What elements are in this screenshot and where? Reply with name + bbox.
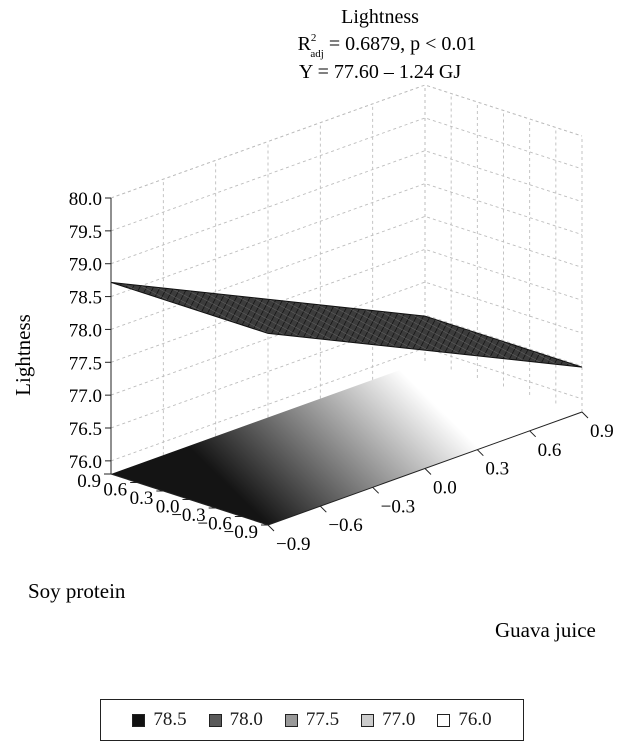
legend-swatch bbox=[437, 713, 451, 727]
x-tick-label: −0.9 bbox=[276, 534, 310, 555]
x-axis-label: Guava juice bbox=[495, 618, 596, 642]
legend-swatch bbox=[208, 713, 222, 727]
r2-symbol: R bbox=[298, 33, 312, 55]
x-tick-mark bbox=[476, 449, 484, 457]
y-tick-label: 0.6 bbox=[103, 480, 127, 501]
x-tick-mark bbox=[372, 486, 380, 494]
x-tick-mark bbox=[424, 468, 432, 475]
legend-label: 77.0 bbox=[382, 709, 416, 730]
z-tick-label: 79.5 bbox=[69, 222, 102, 243]
z-tick-label: 79.0 bbox=[69, 255, 102, 276]
grid-line-z bbox=[110, 183, 583, 298]
r2-rest: = 0.6879, p < 0.01 bbox=[324, 33, 477, 55]
z-tick-label: 78.0 bbox=[69, 320, 102, 341]
legend-label: 77.5 bbox=[305, 709, 340, 730]
x-tick-mark bbox=[529, 430, 537, 438]
y-tick-label: −0.3 bbox=[171, 505, 205, 526]
legend-swatch bbox=[361, 713, 375, 727]
chart-title: Lightness bbox=[341, 6, 419, 28]
legend: 78.5 78.0 77.5 77.0 76.0 bbox=[100, 699, 524, 741]
legend-item: 76.0 bbox=[437, 709, 492, 731]
y-tick-label: −0.9 bbox=[224, 522, 258, 543]
legend-item: 77.0 bbox=[361, 709, 415, 731]
legend-label: 76.0 bbox=[458, 709, 492, 730]
x-tick-label: −0.3 bbox=[381, 496, 415, 517]
r2-subscript: adj bbox=[310, 48, 323, 60]
chart-equation: Y = 77.60 – 1.24 GJ bbox=[299, 61, 461, 83]
surface-chart: 80.0 79.5 79.0 78.5 78.0 77.5 77.0 76.5 76.0 −0.9… bbox=[11, 6, 614, 642]
r2-superscript: 2 bbox=[311, 32, 317, 44]
legend-swatch bbox=[132, 713, 146, 727]
z-tick-label: 80.0 bbox=[69, 189, 102, 210]
y-axis-label: Soy protein bbox=[28, 579, 126, 603]
legend-label: 78.0 bbox=[229, 709, 263, 730]
chart-canvas: 80.0 79.5 79.0 78.5 78.0 77.5 77.0 76.5 76.0 −0.9… bbox=[11, 6, 614, 642]
x-tick-mark bbox=[319, 505, 327, 513]
legend-item: 78.5 bbox=[132, 709, 187, 731]
y-tick-label: 0.0 bbox=[156, 497, 180, 518]
y-tick-label: 0.9 bbox=[77, 471, 101, 492]
z-tick-label: 76.0 bbox=[69, 452, 102, 473]
y-tick-label: −0.6 bbox=[197, 514, 231, 535]
grid-line-z bbox=[110, 117, 583, 232]
z-axis-label: Lightness bbox=[11, 314, 35, 396]
chart-subtitle: R2 adj = 0.6879, p < 0.01 bbox=[298, 32, 477, 60]
x-tick-mark bbox=[581, 411, 589, 419]
z-tick-label: 78.5 bbox=[69, 288, 102, 309]
z-tick-label: 76.5 bbox=[69, 419, 102, 440]
x-tick-label: −0.6 bbox=[328, 515, 362, 536]
legend-label: 78.5 bbox=[153, 709, 187, 730]
x-tick-label: 0.0 bbox=[433, 478, 457, 499]
x-tick-mark bbox=[267, 524, 275, 532]
grid-line-z bbox=[110, 150, 583, 265]
legend-item: 77.5 bbox=[284, 709, 340, 731]
x-tick-label: 0.9 bbox=[590, 421, 614, 442]
z-tick-label: 77.5 bbox=[69, 353, 102, 374]
floor-contour bbox=[111, 361, 582, 525]
grid-top-edge bbox=[110, 84, 583, 199]
y-tick-label: 0.3 bbox=[130, 488, 154, 509]
grid-line-z bbox=[110, 84, 583, 199]
x-tick-label: 0.6 bbox=[538, 440, 562, 461]
z-tick-label: 77.0 bbox=[69, 386, 102, 407]
response-surface bbox=[110, 281, 583, 368]
legend-swatch bbox=[284, 713, 298, 727]
x-tick-label: 0.3 bbox=[485, 459, 509, 480]
legend-item: 78.0 bbox=[208, 709, 263, 731]
